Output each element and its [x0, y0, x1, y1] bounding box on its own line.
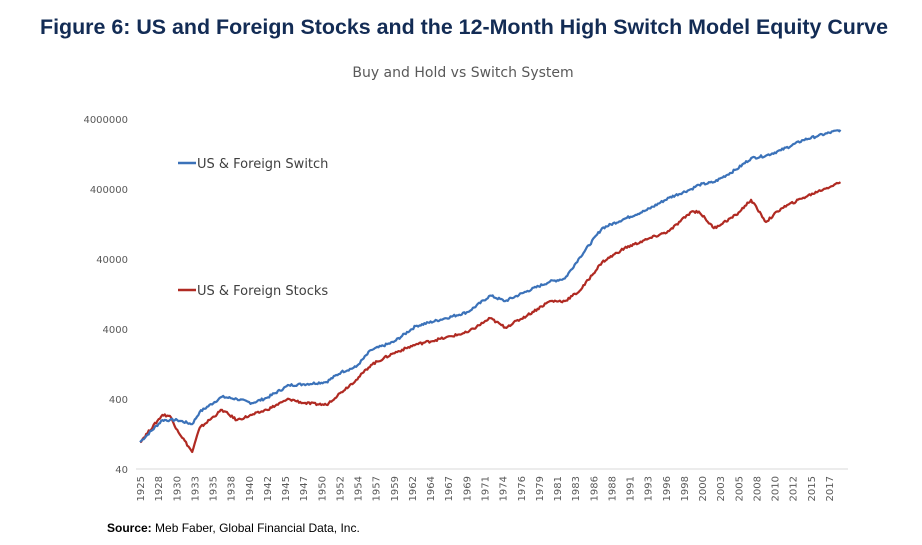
figure-title: Figure 6: US and Foreign Stocks and the …	[40, 16, 888, 39]
x-tick-label: 1957	[372, 476, 383, 501]
x-tick-label: 1947	[299, 476, 310, 501]
x-tick-label: 2000	[698, 476, 709, 501]
x-tick-label: 1964	[426, 476, 437, 501]
y-tick-label: 4000000	[83, 115, 128, 126]
x-tick-label: 1959	[390, 476, 401, 501]
y-tick-label: 400	[109, 395, 128, 406]
x-tick-label: 2017	[825, 476, 836, 501]
y-tick-label: 40	[115, 465, 128, 476]
x-tick-label: 1991	[626, 476, 637, 501]
x-tick-label: 1988	[607, 476, 618, 501]
x-tick-label: 1979	[535, 476, 546, 501]
x-tick-label: 1971	[481, 476, 492, 501]
x-tick-label: 1928	[154, 476, 165, 501]
chart-title: Buy and Hold vs Switch System	[352, 65, 573, 81]
x-tick-label: 1986	[589, 476, 600, 501]
legend-label-switch: US & Foreign Switch	[197, 157, 328, 172]
x-tick-label: 1983	[571, 476, 582, 501]
x-tick-label: 2012	[789, 476, 800, 501]
source-text: Meb Faber, Global Financial Data, Inc.	[155, 521, 360, 535]
x-tick-label: 1993	[644, 476, 655, 501]
x-tick-label: 1930	[172, 476, 183, 501]
x-tick-label: 2015	[807, 476, 818, 501]
x-tick-label: 1933	[190, 476, 201, 501]
x-tick-label: 2005	[734, 476, 745, 501]
y-tick-label: 4000	[103, 325, 128, 336]
x-tick-label: 1974	[499, 476, 510, 501]
x-tick-label: 1950	[317, 476, 328, 501]
legend-label-stocks: US & Foreign Stocks	[197, 284, 328, 299]
x-tick-label: 1998	[680, 476, 691, 501]
source-note: Source: Meb Faber, Global Financial Data…	[107, 521, 360, 535]
x-tick-label: 1945	[281, 476, 292, 501]
x-tick-label: 1942	[263, 476, 274, 501]
x-tick-label: 1952	[335, 476, 346, 501]
x-tick-label: 1954	[354, 476, 365, 501]
x-tick-label: 1969	[462, 476, 473, 501]
y-tick-label: 400000	[90, 185, 128, 196]
x-tick-label: 1981	[553, 476, 564, 501]
y-tick-label: 40000	[96, 255, 128, 266]
x-tick-label: 1940	[245, 476, 256, 501]
x-tick-label: 2003	[716, 476, 727, 501]
x-tick-label: 1976	[517, 476, 528, 501]
x-tick-label: 2008	[752, 476, 763, 501]
x-tick-label: 1967	[444, 476, 455, 501]
source-label: Source:	[107, 521, 152, 535]
series-line-switch	[139, 129, 842, 443]
x-tick-label: 1935	[209, 476, 220, 501]
x-tick-label: 2010	[771, 476, 782, 501]
x-tick-label: 1962	[408, 476, 419, 501]
x-tick-label: 1996	[662, 476, 673, 501]
x-tick-label: 1938	[227, 476, 238, 501]
series-line-stocks	[139, 181, 842, 454]
x-tick-label: 1925	[136, 476, 147, 501]
